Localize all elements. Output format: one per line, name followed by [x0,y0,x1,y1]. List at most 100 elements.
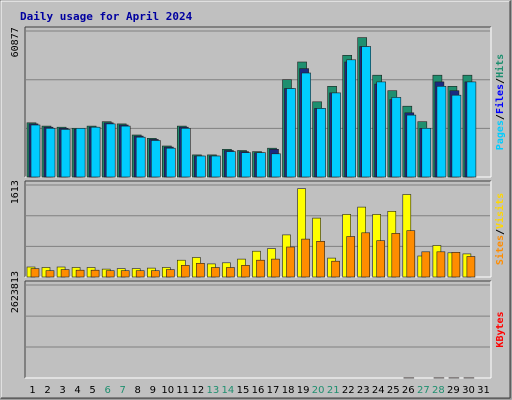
bar-sites-day-12 [196,262,205,278]
series-label-separator: / [495,229,506,235]
x-tick-label-day-28: 28 [432,385,445,396]
panel-3: 2623813 KBytes [10,271,506,379]
x-tick-label-day-25: 25 [387,385,400,396]
bar-pages-day-15 [241,152,251,178]
bar-sites-day-16 [256,259,265,278]
bar-sites-day-17 [271,258,280,278]
x-tick-label-day-2: 2 [44,385,50,396]
x-tick-label-day-26: 26 [402,385,415,396]
x-tick-label-day-7: 7 [120,385,126,396]
series-label-hits: Hits [494,54,506,78]
panel-max-label: 1613 [10,180,21,204]
bar-sites-day-4 [75,269,85,278]
bar-sites-day-5 [90,269,100,278]
bar-pages-day-19 [301,72,311,178]
bar-sites-day-28 [436,251,446,278]
x-tick-label-day-27: 27 [417,385,430,396]
bar-sites-day-23 [361,232,371,278]
x-tick-label-day-5: 5 [89,385,95,396]
bar-pages-day-18 [286,88,296,178]
panel-background [25,281,491,378]
panel-max-label: 2623813 [10,271,21,313]
bar-sites-day-6 [105,270,115,278]
x-tick-label-day-22: 22 [342,385,355,396]
x-tick-label-day-31: 31 [477,385,490,396]
bar-pages-day-24 [376,81,387,178]
bar-sites-day-24 [376,240,386,278]
x-tick-label-day-15: 15 [237,385,250,396]
bar-sites-day-2 [45,270,55,278]
panel-series-label: KBytes [495,311,506,347]
bar-pages-day-14 [226,151,236,178]
x-tick-label-day-16: 16 [252,385,265,396]
bar-pages-day-4 [75,128,86,178]
bar-sites-day-27 [421,251,431,278]
bar-pages-day-30 [466,81,477,178]
bar-pages-day-27 [421,128,432,178]
panel-series-label: Sites/Visits [494,193,506,265]
x-tick-label-day-17: 17 [267,385,280,396]
bar-pages-day-6 [105,123,116,178]
bar-sites-day-25 [391,233,401,278]
x-tick-label-day-14: 14 [222,385,235,396]
bar-pages-day-9 [151,140,161,178]
bar-pages-day-17 [271,153,281,178]
bar-pages-day-25 [391,97,402,178]
x-tick-label-day-1: 1 [29,385,35,396]
bar-sites-day-8 [135,270,145,278]
bar-sites-day-11 [181,265,190,278]
bar-sites-day-21 [331,260,340,278]
bar-sites-day-30 [466,256,476,278]
x-tick-label-day-29: 29 [447,385,460,396]
series-label-kbytes: KBytes [495,311,506,347]
x-tick-label-day-11: 11 [176,385,189,396]
bar-pages-day-8 [135,136,146,178]
x-tick-label-day-18: 18 [282,385,295,396]
bar-pages-day-2 [45,128,56,178]
x-tick-label-day-30: 30 [462,385,475,396]
bar-sites-day-1 [30,268,40,278]
panel-2: 1613 Sites/Visits [10,180,506,278]
bar-sites-day-26 [406,230,416,278]
chart-panels: 60877Pages/Files/Hits1613Sites/Visits262… [10,26,506,379]
bar-pages-day-26 [406,114,417,178]
bar-pages-day-1 [30,124,41,178]
series-label-files: Files [494,84,506,114]
chart-title: Daily usage for April 2024 [20,10,193,23]
x-tick-label-day-19: 19 [297,385,310,396]
bar-sites-day-13 [211,267,220,278]
bar-sites-day-29 [451,252,461,278]
bar-pages-day-11 [181,128,191,178]
x-tick-label-day-8: 8 [135,385,141,396]
bar-pages-day-7 [120,125,131,178]
bar-pages-day-21 [331,92,341,178]
x-tick-label-day-20: 20 [312,385,325,396]
bar-sites-day-22 [346,236,356,278]
bar-pages-day-20 [316,108,326,178]
bar-sites-day-15 [241,265,250,278]
bar-sites-day-9 [151,270,160,278]
bar-pages-day-23 [361,46,372,178]
series-label-separator: / [495,114,506,120]
x-tick-label-day-24: 24 [372,385,385,396]
bar-pages-day-22 [346,59,357,178]
series-label-visits: Visits [494,193,506,229]
bar-pages-day-5 [90,126,101,178]
bar-sites-day-18 [286,246,295,278]
series-label-separator: / [495,78,506,84]
bar-pages-day-28 [436,86,447,178]
x-tick-label-day-21: 21 [327,385,340,396]
bar-sites-day-20 [316,241,325,278]
x-tick-label-day-3: 3 [59,385,65,396]
bar-pages-day-16 [256,152,266,178]
bar-sites-day-3 [60,269,70,278]
bar-sites-day-7 [120,270,130,278]
series-label-sites: Sites [494,235,506,265]
panel-max-label: 60877 [10,27,21,57]
series-label-pages: Pages [495,120,506,150]
bar-pages-day-12 [196,155,206,178]
bar-pages-day-3 [60,129,71,178]
